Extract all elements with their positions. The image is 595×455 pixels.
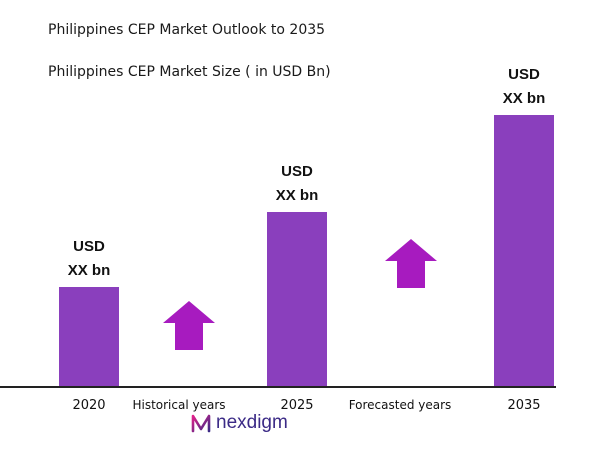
bar-2035 [494, 115, 554, 387]
historical-years-label: Historical years [132, 398, 226, 412]
growth-arrow-forecast-icon [385, 239, 437, 288]
bar-2025 [267, 212, 327, 387]
tick-label-2020: 2020 [72, 398, 106, 413]
growth-arrow-historical-icon [163, 301, 215, 350]
bar-value-line2: XX bn [502, 90, 546, 107]
chart-title: Philippines CEP Market Outlook to 2035 [48, 22, 326, 38]
bar-value-label-2025: USD XX bn [252, 160, 342, 208]
bar-value-line1: USD [73, 238, 105, 255]
nexdigm-logo: nexdigm [190, 412, 288, 434]
bar-value-line1: USD [281, 163, 313, 180]
chart-subtitle: Philippines CEP Market Size ( in USD Bn) [48, 64, 331, 80]
bar-value-label-2035: USD XX bn [479, 63, 569, 111]
brand-name: nexdigm [216, 412, 288, 433]
bar-value-label-2020: USD XX bn [44, 235, 134, 283]
tick-label-2035: 2035 [507, 398, 541, 413]
nexdigm-logo-icon [191, 414, 211, 433]
bar-value-line2: XX bn [275, 187, 319, 204]
bar-value-line2: XX bn [67, 262, 111, 279]
bar-2020 [59, 287, 119, 387]
forecasted-years-label: Forecasted years [348, 398, 452, 412]
tick-label-2025: 2025 [280, 398, 314, 413]
bar-value-line1: USD [508, 66, 540, 83]
